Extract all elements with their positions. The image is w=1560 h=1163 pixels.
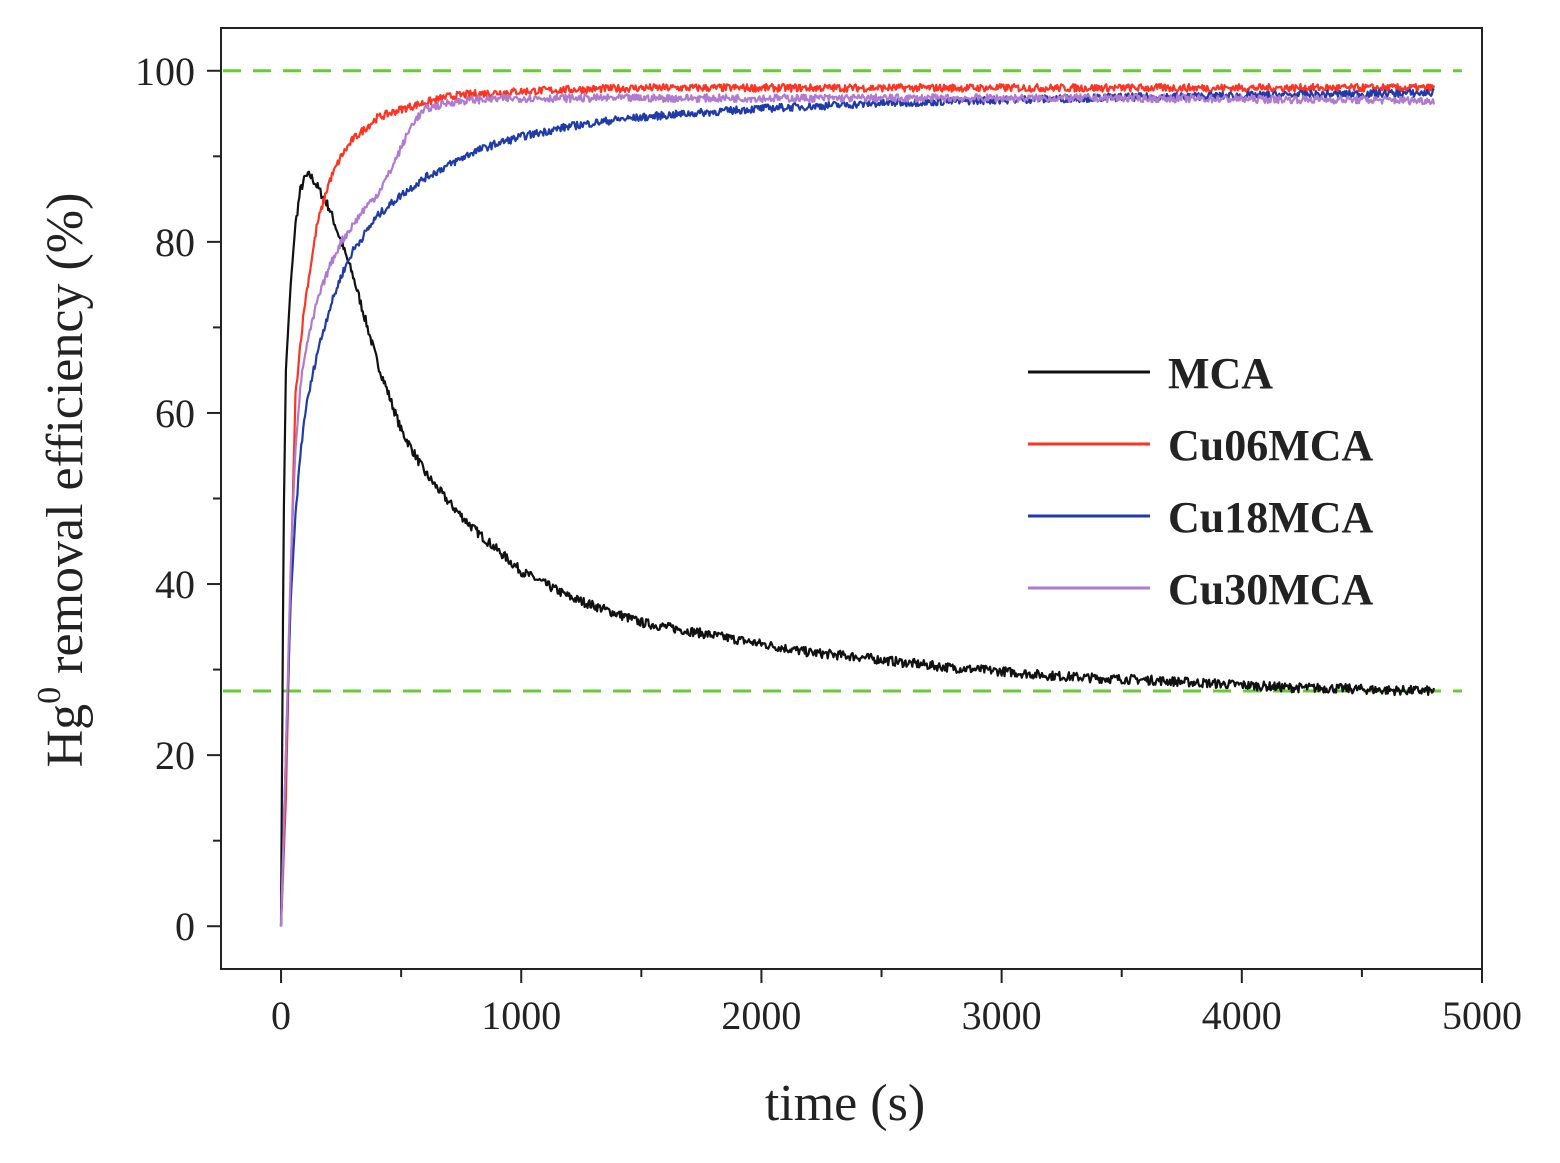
y-tick-label: 20 xyxy=(155,733,195,778)
x-tick-label: 2000 xyxy=(721,993,801,1038)
series-line-cu30mca xyxy=(279,93,1436,927)
y-axis-title-prefix: Hg xyxy=(37,704,94,768)
y-tick-label: 100 xyxy=(135,49,195,94)
series-line-cu06mca xyxy=(279,82,1436,927)
y-tick-label: 60 xyxy=(155,391,195,436)
y-axis-title: Hg0 removal efficiency (%) xyxy=(31,193,94,768)
legend-label-cu06mca: Cu06MCA xyxy=(1168,421,1374,470)
legend-label-cu30mca: Cu30MCA xyxy=(1168,565,1374,614)
x-tick-label: 3000 xyxy=(962,993,1042,1038)
series-line-mca xyxy=(279,170,1436,927)
x-axis-ticks: 0 1000 2000 3000 4000 5000 xyxy=(271,969,1522,1038)
legend-label-mca: MCA xyxy=(1168,349,1273,398)
x-tick-label: 4000 xyxy=(1202,993,1282,1038)
x-tick-label: 5000 xyxy=(1442,993,1522,1038)
y-tick-label: 40 xyxy=(155,562,195,607)
x-tick-label: 1000 xyxy=(481,993,561,1038)
y-axis-title-suffix: removal efficiency (%) xyxy=(37,193,94,687)
legend: MCA Cu06MCA Cu18MCA Cu30MCA xyxy=(1028,349,1374,614)
legend-label-cu18mca: Cu18MCA xyxy=(1168,493,1374,542)
data-series xyxy=(279,82,1436,927)
y-tick-label: 80 xyxy=(155,220,195,265)
y-tick-label: 0 xyxy=(175,904,195,949)
y-axis-ticks: 0 20 40 60 80 100 xyxy=(135,49,221,949)
x-axis-title: time (s) xyxy=(765,1075,925,1132)
y-axis-title-superscript: 0 xyxy=(31,687,68,704)
x-tick-label: 0 xyxy=(271,993,291,1038)
reference-lines xyxy=(223,69,1462,693)
